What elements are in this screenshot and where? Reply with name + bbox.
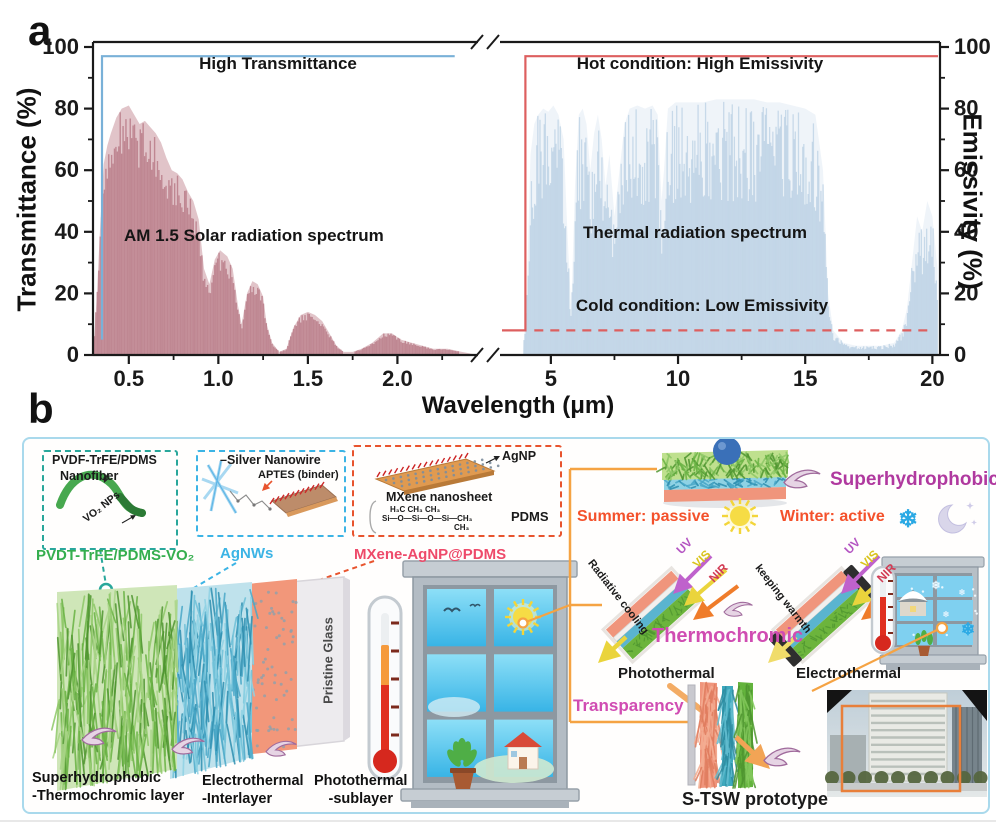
electrothermal-label: Electrothermal	[796, 665, 901, 682]
water-droplet-icon	[718, 442, 726, 450]
thermochromic-label: Thermochromic	[652, 625, 803, 648]
swoosh-arrow-icon	[764, 748, 800, 766]
pdms-formula-row3: CH₃	[454, 523, 469, 532]
layer-label-line: -Thermochromic layer	[32, 787, 184, 805]
inset1-caption: PVDT-TrFE/PDMS-VO₂	[36, 547, 194, 564]
pristine-glass-label: Pristine Glass	[321, 601, 336, 721]
schematic-panel: ❄✦✦❄❄❄❄ PVDF-TrFE/PDMS Nanofiber VO₂ NPs…	[22, 437, 990, 814]
inset1-subtitle: Nanofiber	[60, 469, 118, 483]
svg-text:80: 80	[55, 96, 79, 121]
svg-text:✦: ✦	[971, 519, 977, 527]
layer-label-sublayer: Photothermal -sublayer	[314, 772, 407, 808]
layer-label-line: Superhydrophobic	[32, 769, 184, 787]
svg-text:20: 20	[920, 366, 944, 391]
inset2-title: –Silver Nanowire	[220, 453, 321, 467]
svg-text:❄: ❄	[961, 620, 975, 639]
photothermal-label: Photothermal	[618, 665, 715, 682]
layer-label-interlayer: Electrothermal -Interlayer	[202, 772, 304, 808]
svg-text:1.0: 1.0	[203, 366, 234, 391]
svg-text:0: 0	[67, 342, 79, 367]
inset1-title: PVDF-TrFE/PDMS	[52, 453, 157, 467]
svg-text:10: 10	[666, 366, 690, 391]
svg-text:60: 60	[55, 157, 79, 182]
transparency-label: Transparency	[573, 696, 684, 716]
layer-label-line: -sublayer	[314, 790, 407, 808]
annotation-cold-condition: Cold condition: Low Emissivity	[552, 296, 852, 316]
building-photo	[825, 690, 988, 797]
y-axis-label-right: Emissivity (%)	[957, 52, 988, 352]
layer-label-line: Electrothermal	[202, 772, 304, 790]
layer-label-line: -Interlayer	[202, 790, 304, 808]
superhydrophobic-label: Superhydrophobic	[830, 469, 996, 491]
y-axis-left: 0 20 40 60 80 100	[42, 34, 93, 367]
prototype-label: S-TSW prototype	[682, 789, 828, 810]
layer-label-line: Photothermal	[314, 772, 407, 790]
winter-label: Winter: active	[780, 508, 885, 526]
thermometer-icon	[369, 597, 401, 779]
x-axis: 0.5 1.0 1.5 2.0 5 10 15 20	[114, 355, 945, 391]
svg-text:15: 15	[793, 366, 817, 391]
agnp-tag: AgNP	[502, 449, 536, 463]
pdms-formula-row2: Si—O—Si—O—Si—CH₃	[382, 514, 472, 523]
pdms-formula-row1: H₃C CH₃ CH₃	[390, 505, 440, 514]
svg-text:1.5: 1.5	[293, 366, 324, 391]
svg-text:40: 40	[55, 219, 79, 244]
svg-text:0.5: 0.5	[114, 366, 145, 391]
prototype-drawing	[670, 682, 770, 788]
window-illustration	[401, 561, 579, 808]
svg-text:❄: ❄	[898, 506, 918, 533]
mxene-nanosheet-label: MXene nanosheet	[386, 490, 492, 504]
film-stack-drawing	[52, 577, 350, 791]
annotation-thermal-spectrum: Thermal radiation spectrum	[545, 223, 845, 243]
svg-text:❄: ❄	[931, 580, 940, 592]
annotation-solar-spectrum: AM 1.5 Solar radiation spectrum	[124, 226, 384, 246]
winter-window-illustration: ❄ ❄ ❄	[880, 557, 986, 670]
svg-text:5: 5	[545, 366, 557, 391]
svg-text:❄: ❄	[959, 588, 966, 597]
layer-label-thermochromic: Superhydrophobic -Thermochromic layer	[32, 769, 184, 805]
swoosh-arrow-icon	[724, 602, 753, 616]
svg-text:20: 20	[55, 280, 79, 305]
annotation-hot-condition: Hot condition: High Emissivity	[550, 54, 850, 74]
svg-text:2.0: 2.0	[382, 366, 413, 391]
axis-break-mark	[487, 348, 499, 362]
panel-b-label: b	[28, 388, 54, 430]
pdms-tag: PDMS	[511, 509, 549, 524]
svg-text:❄: ❄	[943, 610, 950, 619]
annotation-high-transmittance: High Transmittance	[158, 54, 398, 74]
superhydrophobic-thermochromic-layer	[52, 585, 178, 791]
moon-icon: ✦✦	[939, 501, 977, 533]
inset2-caption: AgNWs	[220, 545, 273, 562]
summer-label: Summer: passive	[577, 508, 710, 526]
aptes-tag: APTES (binder)	[258, 469, 339, 481]
y-axis-label-left: Transmittance (%)	[12, 35, 43, 365]
swoosh-arrow-icon	[784, 470, 820, 488]
inset3-caption: MXene-AgNP@PDMS	[354, 546, 506, 563]
x-axis-label: Wavelength (μm)	[298, 392, 738, 420]
svg-text:100: 100	[42, 34, 79, 59]
axis-break-mark	[487, 35, 499, 49]
superhydrophobic-slab-drawing	[657, 439, 789, 508]
svg-text:✦: ✦	[966, 501, 974, 511]
